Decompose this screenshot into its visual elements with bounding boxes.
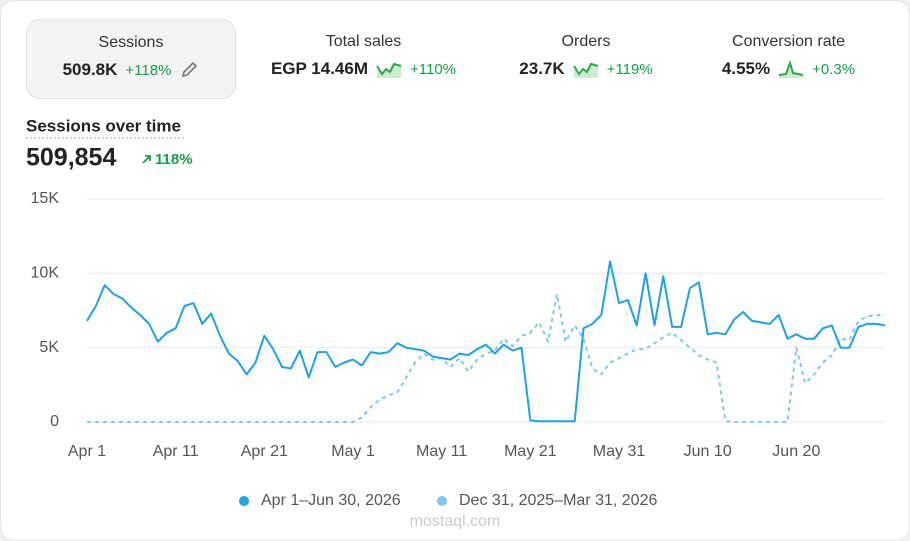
metric-card[interactable]: Orders 23.7K +119% [491,19,681,97]
metric-value: 4.55% [721,59,771,78]
x-tick-label: Jun 10 [684,443,732,460]
x-tick-label: May 11 [416,443,467,460]
series-line [86,260,886,423]
up-arrow [142,155,151,164]
metric-label: Conversion rate [732,33,845,50]
x-tick-label: Apr 1 [68,443,106,460]
legend-label: Dec 31, 2025–Mar 31, 2026 [459,492,657,509]
edit-icon[interactable] [179,60,199,80]
x-tick-label: Apr 11 [153,443,199,460]
x-tick-label: Jun 20 [772,443,820,460]
metric-value: 23.7K [519,59,565,78]
legend-label: Apr 1–Jun 30, 2026 [261,492,401,509]
metric-change: +119% [606,60,653,78]
metric-label: Orders [561,33,611,50]
sparkline [572,62,598,78]
y-tick-label: 5K [39,339,59,356]
chart-title[interactable]: Sessions over time [26,116,181,135]
total-value: 509,854 [26,144,116,172]
total-change: 118% [155,151,193,168]
legend-swatch [437,496,447,506]
metric-change: +0.3% [812,60,856,78]
legend-swatch [239,496,249,506]
y-tick-label: 15K [31,190,60,207]
x-tick-label: May 21 [504,443,557,460]
metric-change: +118% [125,61,172,79]
metric-change: +110% [410,60,457,78]
metric-card[interactable]: Total sales EGP 14.46M +110% [251,19,476,97]
metric-value: 509.8K [62,60,118,79]
y-tick-label: 10K [31,265,60,282]
series-line [87,293,885,423]
x-tick-label: Apr 21 [241,443,288,460]
x-tick-label: May 31 [593,443,646,460]
sparkline [778,60,804,78]
metric-label: Sessions [98,34,164,51]
metric-card[interactable]: Conversion rate 4.55% +0.3% [691,19,886,97]
y-tick-label: 0 [50,413,59,430]
sparkline [376,62,402,78]
x-tick-label: May 1 [331,443,375,460]
watermark: mostaql.com [410,513,501,530]
metric-label: Total sales [325,33,402,50]
metric-card[interactable]: Sessions 509.8K +118% [26,19,236,99]
metric-value: EGP 14.46M [270,59,368,78]
